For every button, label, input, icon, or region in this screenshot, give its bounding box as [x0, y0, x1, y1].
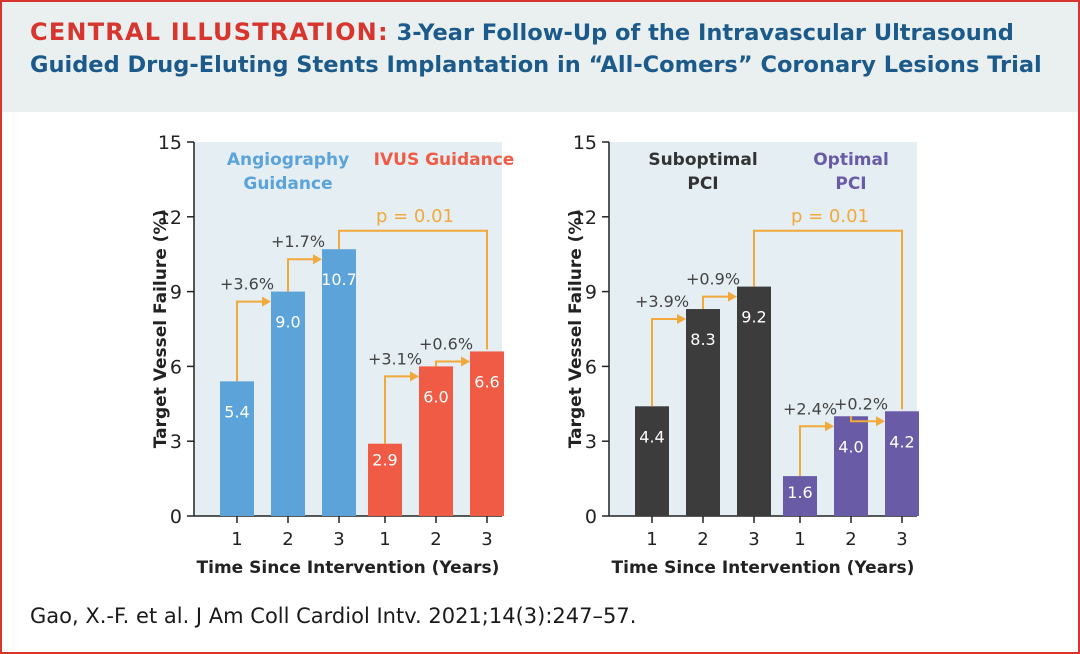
increment-connector — [435, 360, 468, 367]
legend-label-line1: Angiography — [227, 150, 349, 170]
bar — [885, 411, 919, 516]
bar-value-label: 4.4 — [639, 427, 664, 446]
legend-label-line1: Optimal — [813, 150, 889, 170]
bar-value-label: 6.0 — [423, 387, 448, 406]
y-axis-label: Target Vessel Failure (%) — [151, 210, 171, 449]
x-tick-label: 3 — [481, 529, 492, 550]
bar — [220, 381, 254, 516]
x-tick-label: 1 — [379, 529, 390, 550]
bar — [271, 291, 305, 516]
increment-label: +1.7% — [271, 232, 325, 251]
y-tick-label: 15 — [158, 132, 182, 154]
increment-label: +2.4% — [783, 399, 837, 418]
increment-arrowhead — [313, 254, 322, 265]
bar — [686, 309, 720, 516]
x-tick-label: 3 — [333, 529, 344, 550]
increment-label: +3.1% — [368, 349, 422, 368]
increment-connector — [287, 258, 320, 292]
y-tick-label: 15 — [573, 132, 597, 154]
x-tick-label: 2 — [282, 529, 293, 550]
increment-arrowhead — [262, 296, 271, 307]
y-tick-label: 12 — [573, 207, 597, 229]
increment-connector — [236, 300, 269, 382]
bar — [737, 286, 771, 516]
increment-arrowhead — [677, 314, 686, 325]
figure-title: CENTRAL ILLUSTRATION: 3-Year Follow-Up o… — [30, 16, 1050, 81]
increment-connector — [850, 416, 883, 423]
y-tick-label: 3 — [170, 431, 182, 453]
y-tick-label: 0 — [585, 506, 597, 528]
y-tick-label: 6 — [170, 356, 182, 378]
increment-label: +0.2% — [834, 394, 888, 413]
y-tick-label: 9 — [170, 282, 182, 304]
bar-value-label: 10.7 — [321, 270, 357, 289]
title-label: CENTRAL ILLUSTRATION: — [30, 18, 389, 46]
x-tick-label: 2 — [697, 529, 708, 550]
bar-value-label: 1.6 — [787, 483, 812, 502]
legend-label-line2: PCI — [687, 174, 718, 194]
increment-connector — [384, 375, 417, 444]
bar — [834, 416, 868, 516]
p-value-bracket — [338, 229, 488, 350]
increment-label: +3.9% — [635, 292, 689, 311]
legend-label-line2: PCI — [835, 174, 866, 194]
bar-value-label: 9.2 — [741, 308, 766, 327]
x-tick-label: 1 — [646, 529, 657, 550]
header-band: CENTRAL ILLUSTRATION: 3-Year Follow-Up o… — [2, 2, 1078, 112]
bar-value-label: 8.3 — [690, 330, 715, 349]
legend-label-line1: Suboptimal — [648, 150, 757, 170]
bar — [783, 476, 817, 516]
x-axis-label: Time Since Intervention (Years) — [612, 558, 915, 578]
bar-value-label: 6.6 — [474, 372, 499, 391]
bar — [368, 443, 402, 516]
title-text: 3-Year Follow-Up of the Intravascular Ul… — [30, 20, 1042, 78]
y-axis-label: Target Vessel Failure (%) — [566, 210, 586, 449]
bar-value-label: 5.4 — [224, 402, 249, 421]
bar-value-label: 4.2 — [889, 432, 914, 451]
increment-arrowhead — [410, 371, 419, 382]
bar — [419, 366, 453, 516]
increment-label: +0.6% — [419, 334, 473, 353]
x-tick-label: 3 — [748, 529, 759, 550]
bar-value-label: 4.0 — [838, 437, 863, 456]
increment-connector — [799, 425, 832, 477]
increment-connector — [702, 295, 735, 310]
y-tick-label: 6 — [585, 356, 597, 378]
increment-arrowhead — [461, 356, 470, 367]
x-tick-label: 2 — [430, 529, 441, 550]
x-tick-label: 3 — [896, 529, 907, 550]
y-tick-label: 3 — [585, 431, 597, 453]
y-tick-label: 12 — [158, 207, 182, 229]
x-axis-label: Time Since Intervention (Years) — [197, 558, 500, 578]
increment-label: +3.6% — [220, 275, 274, 294]
y-tick-label: 0 — [170, 506, 182, 528]
x-tick-label: 1 — [231, 529, 242, 550]
p-value-label: p = 0.01 — [791, 206, 869, 227]
p-value-bracket — [753, 229, 903, 410]
x-tick-label: 1 — [794, 529, 805, 550]
bar-value-label: 2.9 — [372, 451, 397, 470]
citation: Gao, X.-F. et al. J Am Coll Cardiol Intv… — [30, 604, 637, 628]
bar-value-label: 9.0 — [275, 313, 300, 332]
increment-label: +0.9% — [686, 270, 740, 289]
legend-label: IVUS Guidance — [374, 150, 515, 170]
increment-arrowhead — [876, 416, 885, 427]
legend-label-line2: Guidance — [243, 174, 332, 194]
bar — [470, 351, 504, 516]
y-tick-label: 9 — [585, 282, 597, 304]
increment-connector — [651, 318, 684, 407]
increment-arrowhead — [825, 421, 834, 432]
bar — [635, 406, 669, 516]
bar — [322, 249, 356, 517]
increment-arrowhead — [728, 291, 737, 302]
p-value-label: p = 0.01 — [376, 206, 454, 227]
x-tick-label: 2 — [845, 529, 856, 550]
